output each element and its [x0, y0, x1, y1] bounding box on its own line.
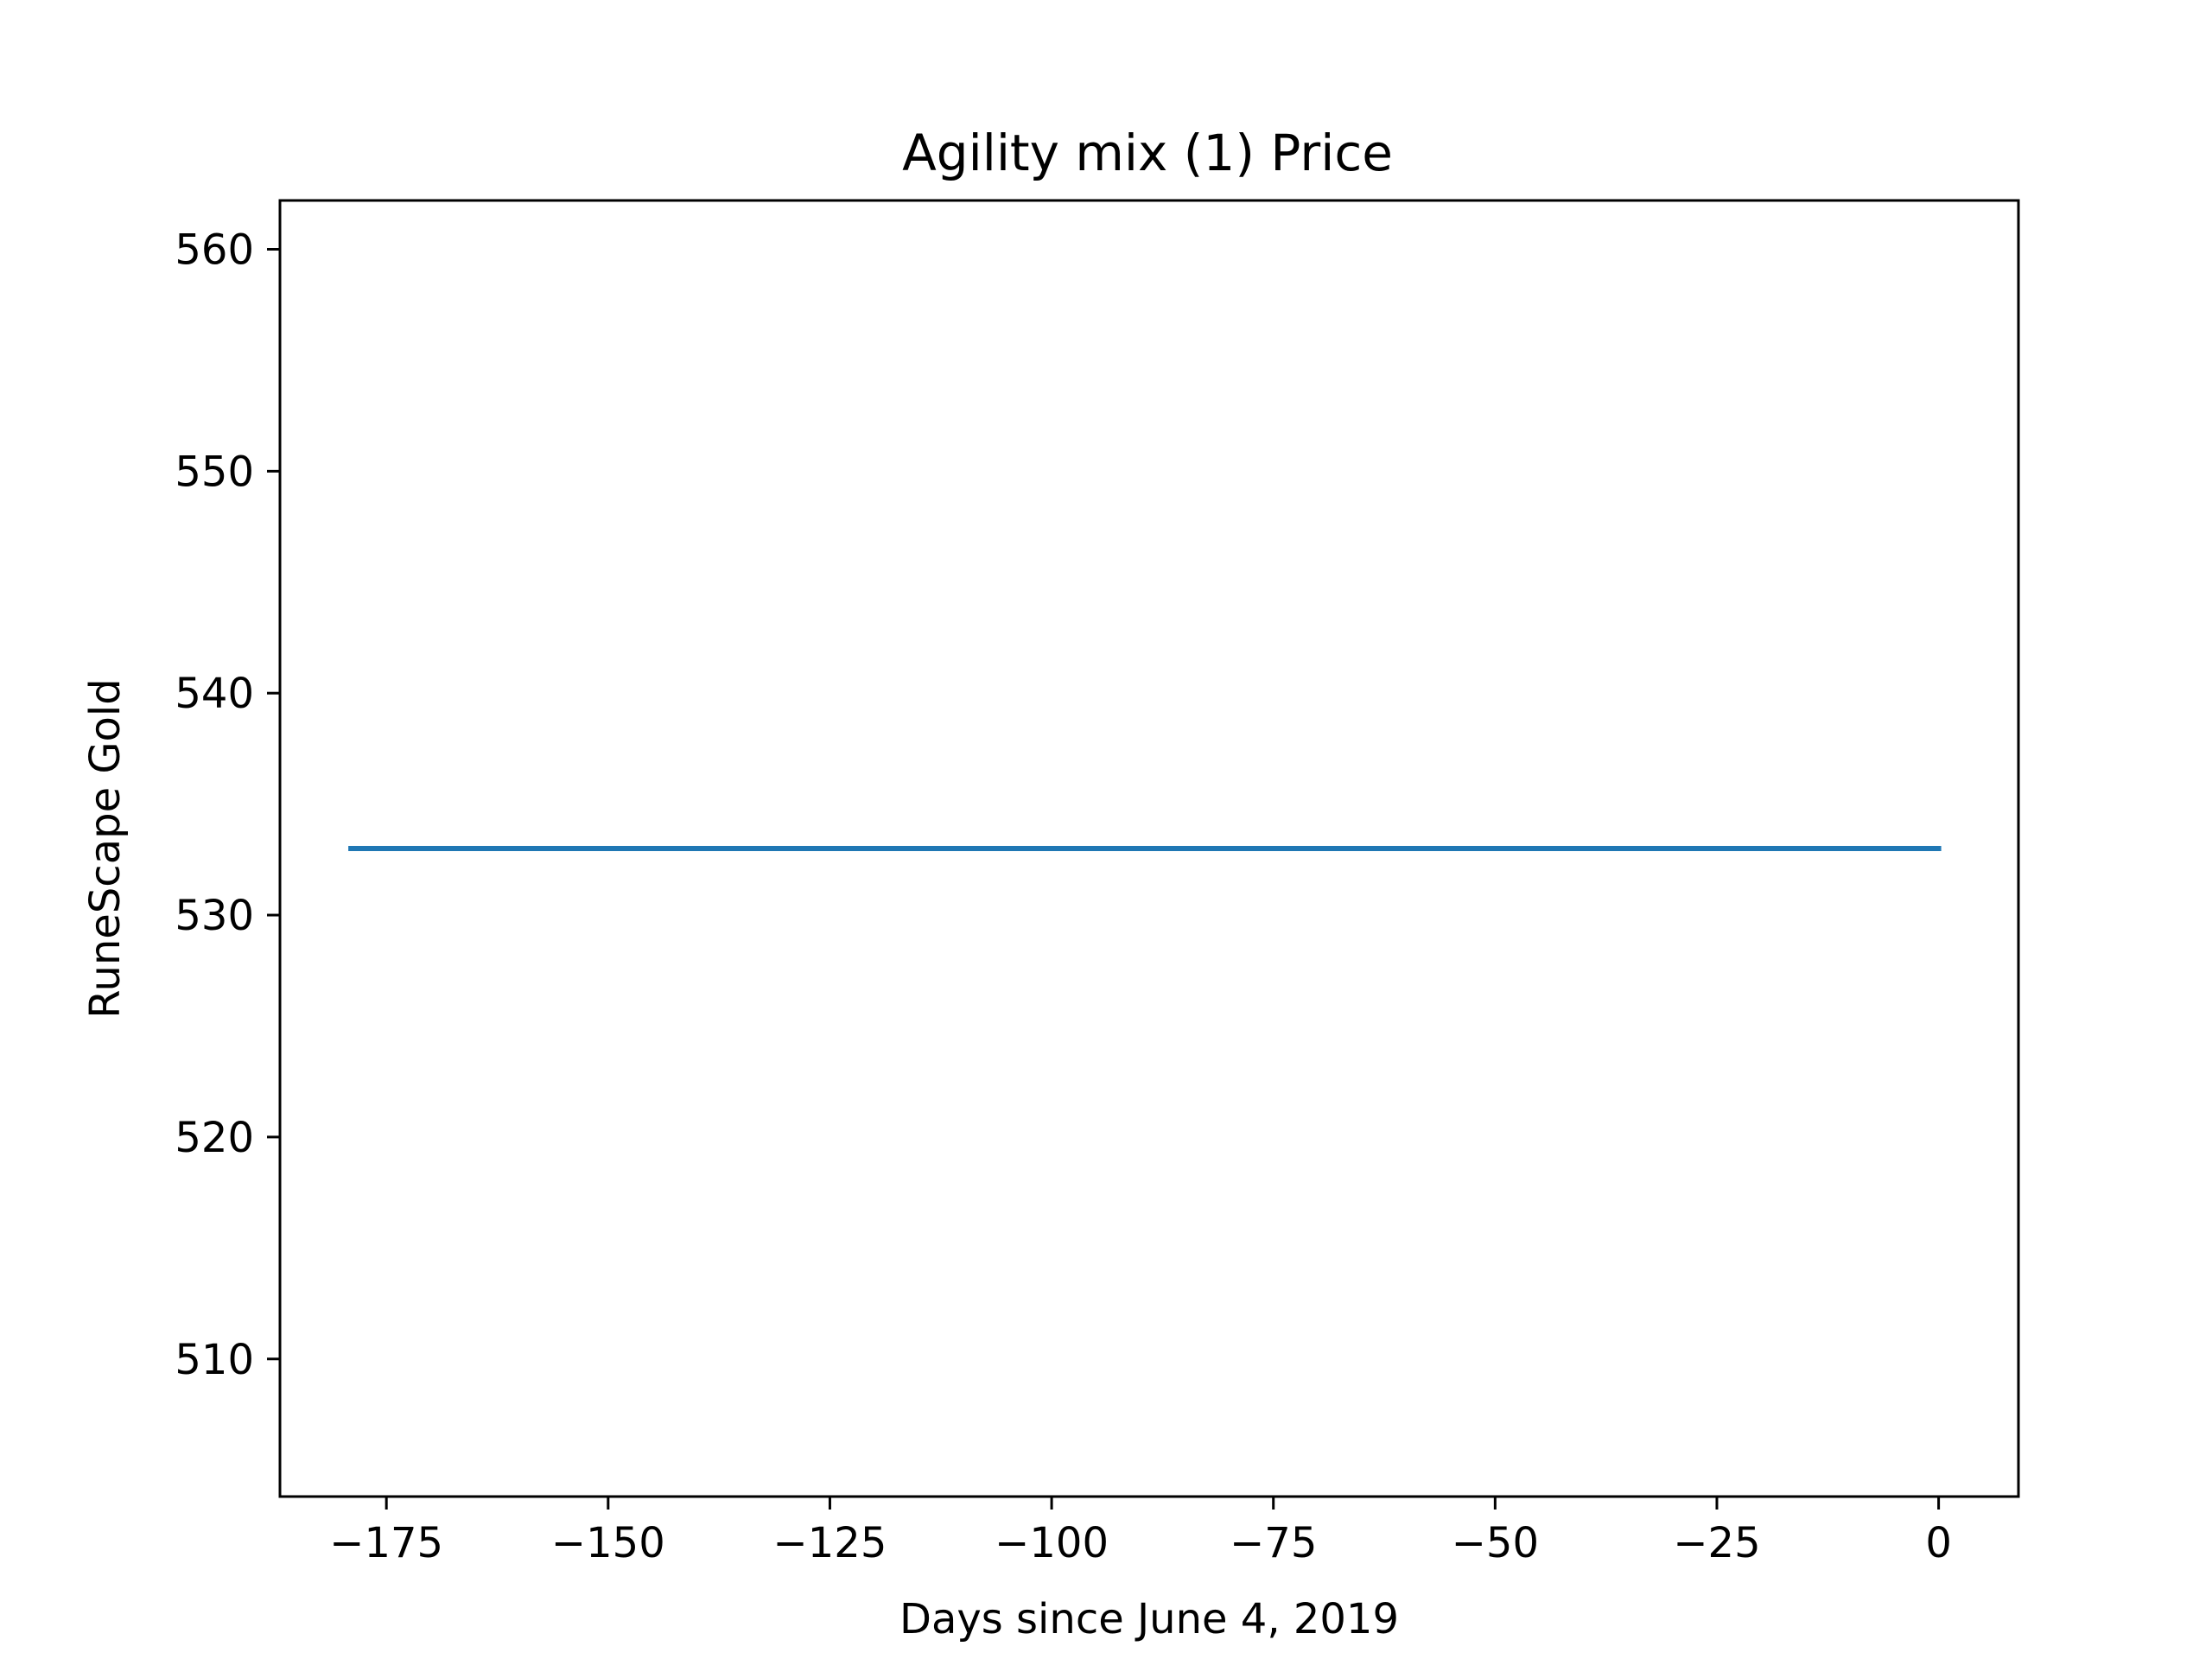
y-tick-label: 560 — [175, 226, 254, 275]
y-tick-label: 530 — [175, 892, 254, 940]
x-axis-label: Days since June 4, 2019 — [899, 1595, 1399, 1643]
chart-title: Agility mix (1) Price — [902, 124, 1393, 182]
plot-area — [278, 199, 2020, 1498]
y-tick-label: 540 — [175, 670, 254, 718]
x-tick-label: 0 — [1925, 1519, 1952, 1567]
x-tick-label: −25 — [1673, 1519, 1760, 1567]
x-tick-label: −125 — [773, 1519, 887, 1567]
x-tick-label: −175 — [329, 1519, 443, 1567]
y-axis-label: RuneScape Gold — [81, 678, 130, 1018]
x-axis: −175 −150 −125 −100 −75 −50 −25 0 — [329, 1497, 1952, 1567]
x-tick-label: −50 — [1452, 1519, 1539, 1567]
y-axis: 510 520 530 540 550 560 — [175, 226, 280, 1384]
y-tick-label: 520 — [175, 1114, 254, 1162]
y-tick-label: 550 — [175, 448, 254, 496]
x-tick-label: −75 — [1230, 1519, 1317, 1567]
y-tick-label: 510 — [175, 1336, 254, 1384]
x-tick-label: −150 — [551, 1519, 665, 1567]
x-tick-label: −100 — [995, 1519, 1109, 1567]
plot-frame — [278, 199, 2020, 1498]
